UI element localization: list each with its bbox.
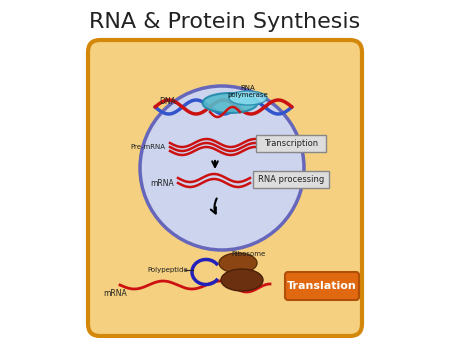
Text: Pre-mRNA: Pre-mRNA (130, 144, 166, 150)
Text: RNA
polymerase: RNA polymerase (228, 86, 268, 98)
FancyBboxPatch shape (253, 171, 329, 188)
FancyBboxPatch shape (256, 135, 326, 152)
Ellipse shape (202, 93, 257, 113)
Ellipse shape (221, 269, 263, 291)
Text: Transcription: Transcription (264, 140, 318, 148)
Text: mRNA: mRNA (103, 289, 127, 297)
FancyBboxPatch shape (285, 272, 359, 300)
Text: Ribosome: Ribosome (231, 251, 265, 257)
Text: Polypeptide: Polypeptide (148, 267, 188, 273)
Circle shape (140, 86, 304, 250)
Text: DNA: DNA (160, 97, 176, 105)
Ellipse shape (219, 253, 257, 273)
Ellipse shape (229, 91, 267, 105)
FancyBboxPatch shape (88, 40, 362, 336)
Text: RNA & Protein Synthesis: RNA & Protein Synthesis (90, 12, 360, 32)
Text: mRNA: mRNA (150, 178, 174, 188)
Text: Translation: Translation (287, 281, 357, 291)
Text: RNA processing: RNA processing (258, 175, 324, 185)
